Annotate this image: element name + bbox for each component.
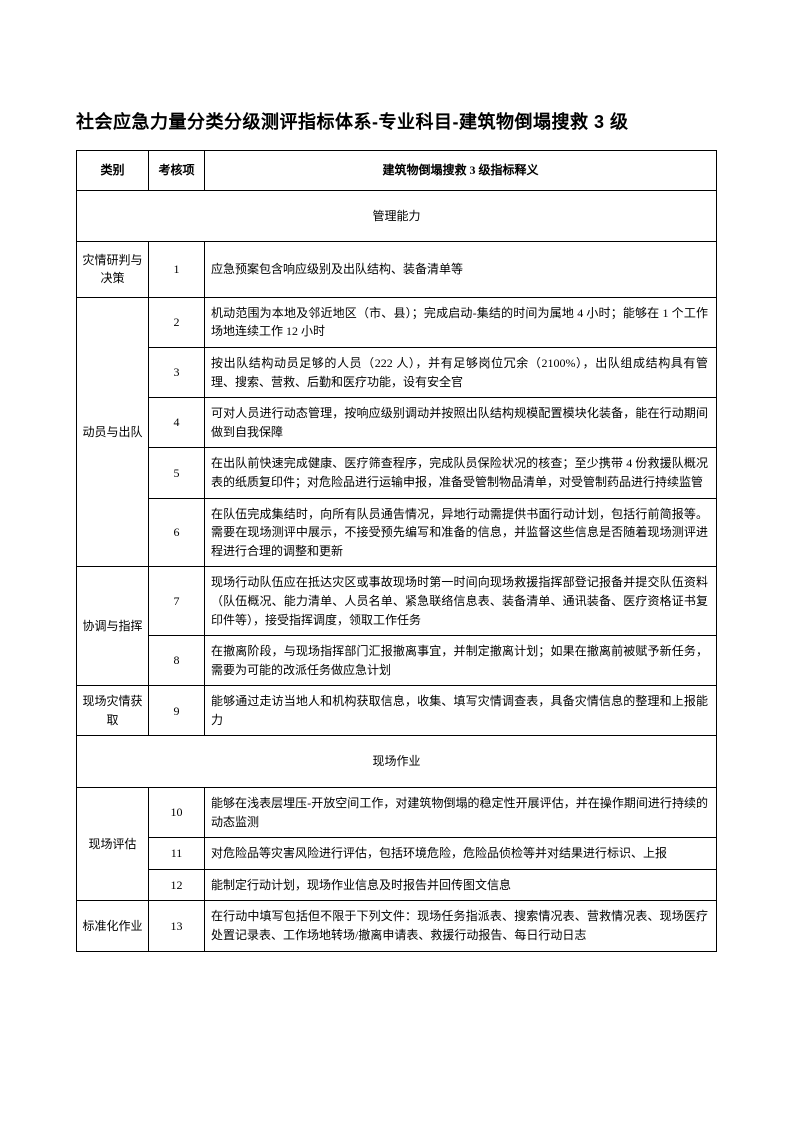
description-cell: 在出队前快速完成健康、医疗筛查程序，完成队员保险状况的核查；至少携带 4 份救援… — [205, 448, 717, 498]
table-row: 灾情研判与决策 1 应急预案包含响应级别及出队结构、装备清单等 — [77, 242, 717, 298]
item-number: 4 — [149, 398, 205, 448]
table-row: 6 在队伍完成集结时，向所有队员通告情况，异地行动需提供书面行动计划，包括行前简… — [77, 498, 717, 567]
section-row: 管理能力 — [77, 190, 717, 242]
description-cell: 在行动中填写包括但不限于下列文件：现场任务指派表、搜索情况表、营救情况表、现场医… — [205, 901, 717, 951]
header-description: 建筑物倒塌搜救 3 级指标释义 — [205, 151, 717, 191]
item-number: 5 — [149, 448, 205, 498]
description-cell: 能制定行动计划，现场作业信息及时报告并回传图文信息 — [205, 869, 717, 901]
item-number: 3 — [149, 347, 205, 397]
description-cell: 在队伍完成集结时，向所有队员通告情况，异地行动需提供书面行动计划，包括行前简报等… — [205, 498, 717, 567]
table-row: 11 对危险品等灾害风险进行评估，包括环境危险，危险品侦检等并对结果进行标识、上… — [77, 838, 717, 870]
description-cell: 应急预案包含响应级别及出队结构、装备清单等 — [205, 242, 717, 298]
table-header-row: 类别 考核项 建筑物倒塌搜救 3 级指标释义 — [77, 151, 717, 191]
category-cell: 现场灾情获取 — [77, 686, 149, 736]
table-row: 5 在出队前快速完成健康、医疗筛查程序，完成队员保险状况的核查；至少携带 4 份… — [77, 448, 717, 498]
table-row: 现场评估 10 能够在浅表层埋压-开放空间工作，对建筑物倒塌的稳定性开展评估，并… — [77, 788, 717, 838]
table-row: 标准化作业 13 在行动中填写包括但不限于下列文件：现场任务指派表、搜索情况表、… — [77, 901, 717, 951]
section-row: 现场作业 — [77, 736, 717, 788]
section-fieldwork: 现场作业 — [77, 736, 717, 788]
item-number: 2 — [149, 297, 205, 347]
description-cell: 在撤离阶段，与现场指挥部门汇报撤离事宜，并制定撤离计划；如果在撤离前被赋予新任务… — [205, 636, 717, 686]
assessment-table: 类别 考核项 建筑物倒塌搜救 3 级指标释义 管理能力 灾情研判与决策 1 应急… — [76, 150, 717, 952]
item-number: 11 — [149, 838, 205, 870]
item-number: 8 — [149, 636, 205, 686]
item-number: 6 — [149, 498, 205, 567]
item-number: 10 — [149, 788, 205, 838]
description-cell: 对危险品等灾害风险进行评估，包括环境危险，危险品侦检等并对结果进行标识、上报 — [205, 838, 717, 870]
table-row: 4 可对人员进行动态管理，按响应级别调动并按照出队结构规模配置模块化装备，能在行… — [77, 398, 717, 448]
item-number: 12 — [149, 869, 205, 901]
category-cell: 现场评估 — [77, 788, 149, 901]
category-cell: 标准化作业 — [77, 901, 149, 951]
table-row: 8 在撤离阶段，与现场指挥部门汇报撤离事宜，并制定撤离计划；如果在撤离前被赋予新… — [77, 636, 717, 686]
category-cell: 灾情研判与决策 — [77, 242, 149, 298]
description-cell: 现场行动队伍应在抵达灾区或事故现场时第一时间向现场救援指挥部登记报备并提交队伍资… — [205, 567, 717, 636]
category-cell: 动员与出队 — [77, 297, 149, 567]
description-cell: 按出队结构动员足够的人员（222 人），并有足够岗位冗余（2100%），出队组成… — [205, 347, 717, 397]
item-number: 7 — [149, 567, 205, 636]
item-number: 13 — [149, 901, 205, 951]
header-category: 类别 — [77, 151, 149, 191]
table-row: 协调与指挥 7 现场行动队伍应在抵达灾区或事故现场时第一时间向现场救援指挥部登记… — [77, 567, 717, 636]
description-cell: 能够通过走访当地人和机构获取信息，收集、填写灾情调查表，具备灾情信息的整理和上报… — [205, 686, 717, 736]
description-cell: 能够在浅表层埋压-开放空间工作，对建筑物倒塌的稳定性开展评估，并在操作期间进行持… — [205, 788, 717, 838]
item-number: 1 — [149, 242, 205, 298]
page-title: 社会应急力量分类分级测评指标体系-专业科目-建筑物倒塌搜救 3 级 — [76, 108, 717, 134]
description-cell: 可对人员进行动态管理，按响应级别调动并按照出队结构规模配置模块化装备，能在行动期… — [205, 398, 717, 448]
header-item: 考核项 — [149, 151, 205, 191]
section-management: 管理能力 — [77, 190, 717, 242]
description-cell: 机动范围为本地及邻近地区（市、县）；完成启动-集结的时间为属地 4 小时；能够在… — [205, 297, 717, 347]
table-row: 3 按出队结构动员足够的人员（222 人），并有足够岗位冗余（2100%），出队… — [77, 347, 717, 397]
item-number: 9 — [149, 686, 205, 736]
table-row: 现场灾情获取 9 能够通过走访当地人和机构获取信息，收集、填写灾情调查表，具备灾… — [77, 686, 717, 736]
category-cell: 协调与指挥 — [77, 567, 149, 686]
table-row: 12 能制定行动计划，现场作业信息及时报告并回传图文信息 — [77, 869, 717, 901]
table-row: 动员与出队 2 机动范围为本地及邻近地区（市、县）；完成启动-集结的时间为属地 … — [77, 297, 717, 347]
